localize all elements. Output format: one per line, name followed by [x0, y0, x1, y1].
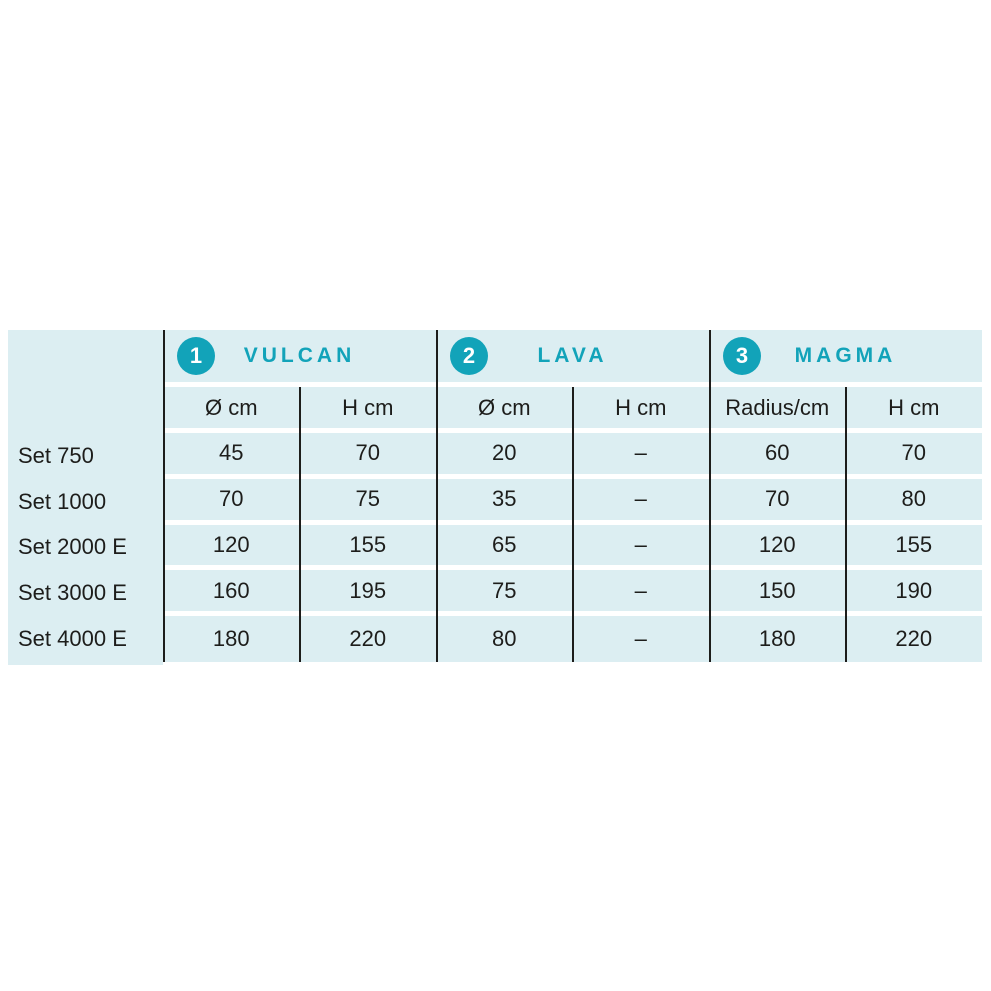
cell-value: 195	[299, 570, 436, 617]
section-header-vulcan: 1 VULCAN	[163, 330, 436, 387]
subdivider-magma	[845, 387, 847, 662]
corner-cell-subheader	[8, 387, 163, 433]
divider-vulcan-lava	[436, 330, 438, 662]
cell-value: 180	[212, 626, 250, 652]
subdivider-lava	[572, 387, 574, 662]
cell-value: 70	[709, 479, 846, 525]
cell-value: –	[634, 626, 647, 652]
cell-value: 150	[709, 570, 846, 617]
column-header-vulcan-diameter: Ø cm	[163, 387, 300, 433]
cell-value: 155	[299, 525, 436, 571]
row-label: Set 4000 E	[18, 626, 127, 652]
cell-value: 70	[299, 433, 436, 479]
cell-value: 80	[492, 626, 517, 652]
cell-value: 160	[163, 570, 300, 617]
cell-value: –	[572, 525, 709, 571]
divider-labels-vulcan	[163, 330, 165, 662]
section-header-magma: 3 MAGMA	[709, 330, 982, 387]
subdivider-vulcan	[299, 387, 301, 662]
cell-value: 75	[436, 570, 573, 617]
corner-cell-top	[8, 330, 163, 387]
column-header-lava-diameter: Ø cm	[436, 387, 573, 433]
cell-value: 35	[436, 479, 573, 525]
badge-number-3: 3	[723, 337, 761, 375]
section-title-lava: LAVA	[537, 344, 608, 367]
cell-value: 65	[436, 525, 573, 571]
cell-value: 180	[758, 626, 796, 652]
cell-value: 120	[709, 525, 846, 571]
cell-value: 80	[845, 479, 982, 525]
section-title-vulcan: VULCAN	[243, 344, 356, 367]
spec-table-grid: 1 VULCAN 2 LAVA 3 MAGMA Ø cm H cm Ø cm H…	[8, 330, 982, 662]
cell-value: 70	[845, 433, 982, 479]
row-label: Set 2000 E	[18, 534, 127, 560]
row-label: Set 3000 E	[18, 580, 127, 606]
column-header-lava-height: H cm	[572, 387, 709, 433]
section-title-magma: MAGMA	[794, 344, 897, 367]
badge-number-1: 1	[177, 337, 215, 375]
cell-value: 220	[895, 626, 933, 652]
column-header-magma-height: H cm	[845, 387, 982, 433]
cell-value: –	[572, 433, 709, 479]
column-header-magma-radius: Radius/cm	[709, 387, 846, 433]
cell-value: –	[572, 479, 709, 525]
section-header-lava: 2 LAVA	[436, 330, 709, 387]
row-label: Set 750	[18, 442, 94, 468]
row-label-column-background	[8, 330, 163, 665]
cell-value: 155	[845, 525, 982, 571]
cell-value: 120	[163, 525, 300, 571]
cell-value: –	[572, 570, 709, 617]
cell-value: 45	[163, 433, 300, 479]
cell-value: 20	[436, 433, 573, 479]
product-spec-table: 1 VULCAN 2 LAVA 3 MAGMA Ø cm H cm Ø cm H…	[8, 330, 982, 665]
badge-number-2: 2	[450, 337, 488, 375]
cell-value: 60	[709, 433, 846, 479]
cell-value: 70	[163, 479, 300, 525]
divider-lava-magma	[709, 330, 711, 662]
row-label: Set 1000	[18, 488, 107, 514]
column-header-vulcan-height: H cm	[299, 387, 436, 433]
cell-value: 75	[299, 479, 436, 525]
cell-value: 220	[349, 626, 387, 652]
cell-value: 190	[845, 570, 982, 617]
